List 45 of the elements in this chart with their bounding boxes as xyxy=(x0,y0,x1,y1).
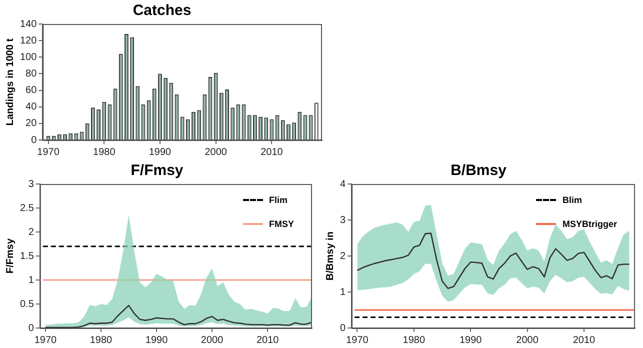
chart-title: B/Bmsy xyxy=(450,162,508,180)
y-tick-label: 80 xyxy=(26,68,38,80)
legend-label: Blim xyxy=(562,195,582,205)
y-tick-label: 20 xyxy=(26,118,38,130)
x-tick-label: 2000 xyxy=(200,334,224,346)
legend-label: FMSY xyxy=(268,219,294,229)
y-tick-label: 2.5 xyxy=(20,202,34,214)
y-axis-title: F/Fmsy xyxy=(4,238,16,274)
y-tick-label: 120 xyxy=(20,35,38,46)
x-tick-label: 1980 xyxy=(93,146,116,158)
x-tick-label: 1990 xyxy=(459,334,482,346)
x-tick-label: 1980 xyxy=(402,334,426,346)
y-tick-label: 40 xyxy=(26,102,38,113)
x-tick-label: 2000 xyxy=(516,334,539,346)
chart-title: F/Fmsy xyxy=(130,162,184,180)
y-tick-label: 1 xyxy=(340,286,346,298)
x-tick-label: 1970 xyxy=(34,334,58,346)
x-tick-label: 2010 xyxy=(260,146,284,158)
y-tick-label: 140 xyxy=(20,18,38,30)
legend-label: MSYBtrigger xyxy=(562,219,617,229)
y-tick-label: 100 xyxy=(20,52,38,63)
y-tick-label: 0 xyxy=(31,134,38,146)
y-tick-label: 0.5 xyxy=(20,298,34,310)
x-tick-label: 1990 xyxy=(145,334,168,346)
x-tick-label: 1980 xyxy=(90,334,113,346)
y-tick-label: 1.5 xyxy=(20,250,34,262)
legend-label: Flim xyxy=(268,195,288,205)
y-tick-label: 1 xyxy=(28,274,34,286)
y-tick-label: 3 xyxy=(340,214,346,226)
y-axis-title: B/Bmsy in xyxy=(324,232,336,280)
x-tick-label: 1990 xyxy=(148,146,172,158)
y-tick-label: 0 xyxy=(28,322,34,334)
y-tick-label: 4 xyxy=(340,178,346,190)
x-tick-label: 2010 xyxy=(572,334,596,346)
chart-title: Catches xyxy=(132,2,192,20)
y-tick-label: 2 xyxy=(340,250,346,262)
y-tick-label: 0 xyxy=(340,322,346,334)
x-tick-label: 1970 xyxy=(37,146,60,158)
y-tick-label: 60 xyxy=(26,85,38,96)
x-tick-label: 1970 xyxy=(346,334,369,346)
x-tick-label: 2010 xyxy=(256,334,280,346)
y-tick-label: 2 xyxy=(28,226,34,238)
y-axis-title: Landings in 1000 t xyxy=(4,38,16,126)
x-tick-label: 2000 xyxy=(204,146,228,158)
y-tick-label: 3 xyxy=(28,178,34,190)
